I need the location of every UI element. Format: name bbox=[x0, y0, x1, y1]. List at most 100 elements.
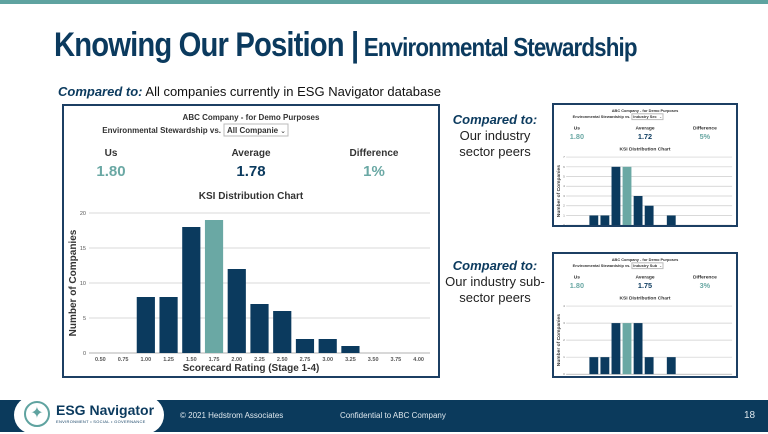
x-tick-label: 3.50 bbox=[702, 375, 708, 376]
avg-value: 1.75 bbox=[638, 281, 652, 290]
y-axis-label: Number of Companies bbox=[556, 165, 562, 217]
bar-1.75 bbox=[622, 323, 632, 375]
logo-tagline: ENVIRONMENT • SOCIAL • GOVERNANCE bbox=[56, 419, 146, 424]
y-tick-label: 2 bbox=[563, 338, 565, 342]
compass-icon: ✦ bbox=[24, 401, 50, 427]
diff-label: Difference bbox=[693, 125, 717, 131]
company-name: ABC Company - for Demo Purposes bbox=[612, 257, 679, 262]
bar-2.00 bbox=[633, 323, 643, 375]
ksi-chart-subsector: ABC Company - for Demo PurposesEnvironme… bbox=[556, 257, 733, 376]
esg-navigator-logo: ✦ ESG Navigator ENVIRONMENT • SOCIAL • GOV… bbox=[14, 396, 164, 434]
compare-prefix: Environmental Stewardship vs. bbox=[573, 114, 631, 119]
x-tick-label: 3.25 bbox=[345, 357, 356, 363]
x-tick-label: 1.00 bbox=[140, 357, 151, 363]
bar-2.75 bbox=[666, 215, 676, 225]
x-tick-label: 2.25 bbox=[647, 375, 653, 376]
us-label: Us bbox=[574, 125, 581, 131]
y-tick-label: 0 bbox=[563, 372, 565, 376]
chevron-down-icon: ⌄ bbox=[659, 115, 662, 119]
sector-compare: Compared to: Our industry sector peers bbox=[445, 112, 545, 160]
bar-2.25 bbox=[644, 205, 654, 225]
x-tick-label: 1.50 bbox=[186, 357, 197, 363]
diff-value: 3% bbox=[700, 281, 711, 290]
bar-1.00 bbox=[136, 297, 155, 353]
us-label: Us bbox=[105, 148, 118, 159]
us-value: 1.80 bbox=[570, 281, 584, 290]
compare-text: Our industry sub-sector peers bbox=[445, 274, 545, 305]
company-name: ABC Company - for Demo Purposes bbox=[612, 108, 679, 113]
y-tick-label: 2 bbox=[563, 204, 565, 208]
x-tick-label: 0.50 bbox=[569, 375, 575, 376]
avg-value: 1.78 bbox=[236, 163, 265, 180]
x-tick-label: 1.25 bbox=[602, 375, 608, 376]
compare-label: Compared to: bbox=[452, 258, 538, 273]
y-tick-label: 3 bbox=[563, 321, 565, 325]
compare-text: All companies currently in ESG Navigator… bbox=[142, 84, 441, 99]
bar-3.25 bbox=[341, 346, 360, 353]
compare-dropdown[interactable] bbox=[223, 123, 289, 137]
compare-label: Compared to: bbox=[452, 112, 538, 127]
avg-label: Average bbox=[231, 148, 271, 159]
confidential-note: Confidential to ABC Company bbox=[340, 411, 446, 420]
chart-title: KSI Distribution Chart bbox=[619, 295, 670, 301]
title-main: Knowing Our Position | bbox=[54, 26, 359, 64]
y-tick-label: 4 bbox=[563, 304, 565, 308]
bar-2.75 bbox=[295, 339, 315, 353]
compare-dropdown-value[interactable]: All Companie bbox=[227, 126, 279, 135]
bar-1.50 bbox=[611, 166, 621, 225]
x-tick-label: 1.50 bbox=[613, 375, 619, 376]
sector-chart-card: ABC Company - for Demo Purposes Environme… bbox=[552, 103, 738, 227]
y-tick-label: 4 bbox=[563, 184, 565, 188]
y-axis-label: Number of Companies bbox=[68, 229, 79, 336]
main-compare: Compared to: All companies currently in … bbox=[58, 84, 441, 99]
bar-2.75 bbox=[666, 357, 676, 375]
subsector-compare: Compared to: Our industry sub-sector peer… bbox=[445, 258, 545, 306]
us-value: 1.80 bbox=[570, 132, 584, 141]
y-tick-label: 3 bbox=[563, 194, 565, 198]
bar-2.50 bbox=[273, 311, 292, 353]
bar-1.50 bbox=[182, 227, 201, 353]
compare-dropdown[interactable] bbox=[631, 262, 664, 270]
x-tick-label: 2.75 bbox=[669, 375, 675, 376]
x-tick-label: 4.00 bbox=[413, 357, 424, 363]
x-tick-label: 4.00 bbox=[724, 375, 730, 376]
chart-title: KSI Distribution Chart bbox=[199, 191, 304, 202]
x-tick-label: 3.25 bbox=[691, 375, 697, 376]
y-tick-label: 0 bbox=[83, 351, 86, 357]
x-tick-label: 3.75 bbox=[713, 375, 719, 376]
bar-1.75 bbox=[622, 166, 632, 225]
x-tick-label: 1.75 bbox=[209, 357, 220, 363]
y-tick-label: 1 bbox=[563, 213, 565, 217]
x-tick-label: 2.25 bbox=[254, 357, 265, 363]
y-tick-label: 10 bbox=[80, 281, 86, 287]
logo-name: ESG Navigator bbox=[56, 402, 155, 418]
compare-text: Our industry sector peers bbox=[459, 128, 531, 159]
x-tick-label: 1.00 bbox=[591, 375, 597, 376]
main-chart-card: ABC Company - for Demo Purposes Environme… bbox=[62, 104, 440, 378]
y-tick-label: 7 bbox=[563, 155, 565, 159]
x-tick-label: 1.25 bbox=[163, 357, 174, 363]
diff-value: 1% bbox=[363, 163, 385, 180]
chart-title: KSI Distribution Chart bbox=[619, 146, 670, 152]
avg-value: 1.72 bbox=[638, 132, 652, 141]
y-tick-label: 5 bbox=[83, 316, 86, 322]
bar-1.25 bbox=[159, 297, 178, 353]
title-sub: Environmental Stewardship bbox=[358, 32, 638, 62]
ksi-chart-sector: ABC Company - for Demo PurposesEnvironme… bbox=[556, 108, 733, 225]
x-tick-label: 3.75 bbox=[391, 357, 402, 363]
x-tick-label: 2.00 bbox=[231, 357, 242, 363]
x-tick-label: 2.75 bbox=[300, 357, 311, 363]
compare-prefix: Environmental Stewardship vs. bbox=[573, 263, 631, 268]
compare-dropdown[interactable] bbox=[631, 113, 664, 121]
copyright: © 2021 Hedstrom Associates bbox=[180, 411, 284, 420]
us-label: Us bbox=[574, 274, 581, 280]
bar-1.00 bbox=[589, 357, 599, 375]
x-tick-label: 3.00 bbox=[322, 357, 333, 363]
x-tick-label: 2.50 bbox=[658, 375, 664, 376]
x-tick-label: 1.75 bbox=[624, 375, 630, 376]
x-tick-label: 0.75 bbox=[118, 357, 129, 363]
compare-dropdown-value[interactable]: Industry Sub bbox=[633, 263, 657, 268]
compare-prefix: Environmental Stewardship vs. bbox=[102, 126, 221, 135]
page-title: Knowing Our Position | Environmental Ste… bbox=[54, 26, 638, 65]
compare-dropdown-value[interactable]: Industry Sec bbox=[633, 114, 657, 119]
